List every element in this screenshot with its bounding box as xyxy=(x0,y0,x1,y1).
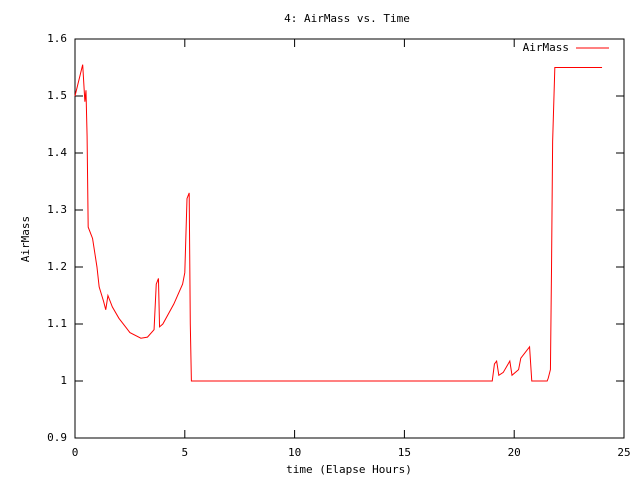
x-tick-label: 10 xyxy=(288,446,301,459)
y-tick-label: 1.2 xyxy=(47,260,67,273)
plot-frame xyxy=(74,38,625,439)
x-tick-label: 25 xyxy=(617,446,630,459)
x-tick-label: 20 xyxy=(508,446,521,459)
y-tick-label: 0.9 xyxy=(47,431,67,444)
y-tick-label: 1 xyxy=(60,374,67,387)
x-tick-label: 5 xyxy=(181,446,188,459)
legend-label: AirMass xyxy=(523,41,569,54)
y-axis-label: AirMass xyxy=(19,216,32,262)
x-tick-label: 15 xyxy=(398,446,411,459)
y-tick-label: 1.5 xyxy=(47,89,67,102)
y-tick-label: 1.4 xyxy=(47,146,67,159)
x-tick-label: 0 xyxy=(72,446,79,459)
data-line xyxy=(74,64,603,382)
chart-title: 4: AirMass vs. Time xyxy=(284,12,410,25)
y-tick-label: 1.1 xyxy=(47,317,67,330)
x-axis-label: time (Elapse Hours) xyxy=(286,463,412,476)
y-tick-label: 1.6 xyxy=(47,32,67,45)
y-tick-label: 1.3 xyxy=(47,203,67,216)
